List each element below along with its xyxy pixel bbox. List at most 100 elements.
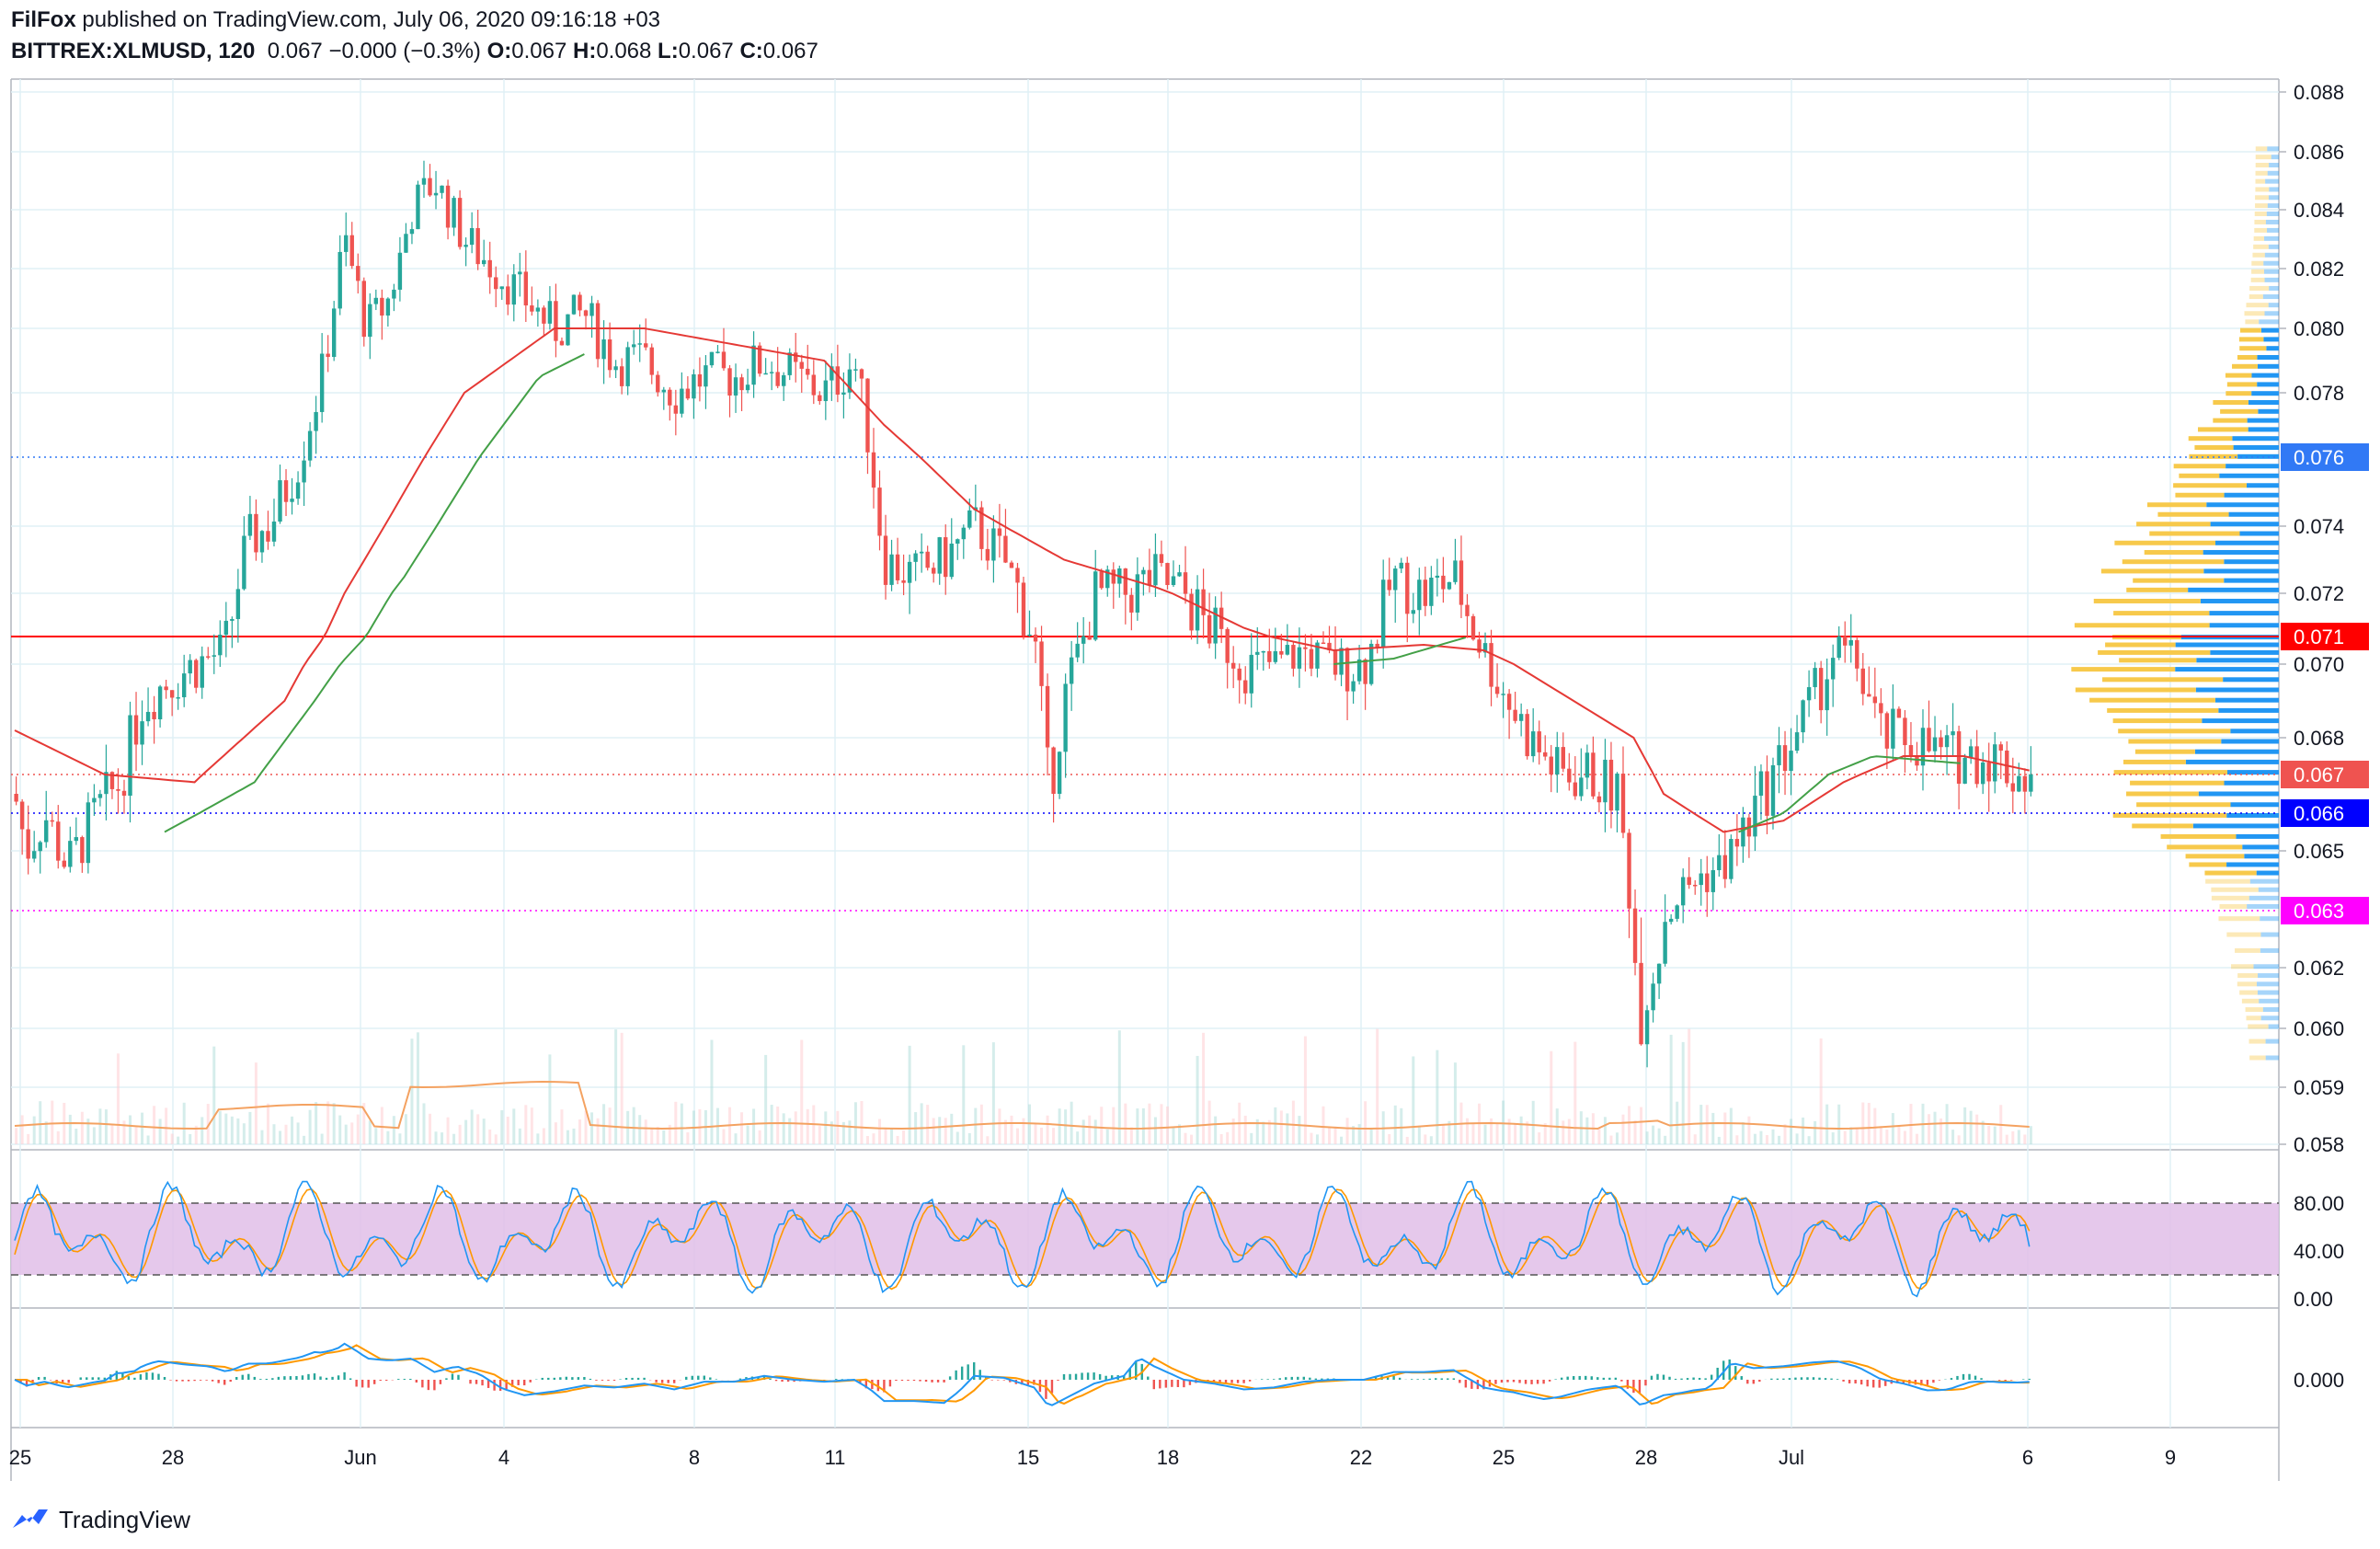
candle-body xyxy=(835,366,841,395)
volume-bar xyxy=(80,1111,84,1144)
macd-histogram-bar xyxy=(577,1377,580,1380)
macd-histogram-bar xyxy=(1788,1378,1791,1380)
macd-histogram-bar xyxy=(1938,1380,1941,1381)
candle-body xyxy=(979,507,984,549)
macd-histogram-bar xyxy=(673,1380,676,1383)
macd-histogram-bar xyxy=(1447,1378,1449,1380)
macd-histogram-bar xyxy=(1632,1380,1635,1394)
volume-bar xyxy=(194,1125,198,1144)
low-value: 0.067 xyxy=(678,39,734,63)
time-axis[interactable]: 25 28 Jun 4 8 11 15 18 22 25 28 Jul 6 9 xyxy=(9,1446,2176,1469)
macd-histogram-bar xyxy=(1824,1378,1827,1380)
volume-bar xyxy=(380,1107,383,1144)
volume-bar xyxy=(1573,1041,1577,1144)
tradingview-logo-icon[interactable] xyxy=(11,1506,51,1533)
macd-histogram-bar xyxy=(145,1372,148,1380)
profile-bar-up xyxy=(2267,203,2279,209)
volume-bar xyxy=(2011,1130,2015,1144)
profile-bar-down xyxy=(2126,587,2189,592)
candle-body xyxy=(944,537,948,578)
macd-histogram-bar xyxy=(643,1377,646,1380)
macd-histogram-bar xyxy=(685,1376,688,1380)
volume-bar xyxy=(1393,1105,1397,1144)
volume-bar xyxy=(1585,1117,1589,1144)
candle-body xyxy=(212,655,216,657)
macd-histogram-bar xyxy=(1093,1372,1095,1380)
macd-histogram-bar xyxy=(1692,1377,1695,1380)
candle-body xyxy=(1986,762,1991,782)
profile-bar-up xyxy=(2185,759,2279,764)
volume-bar xyxy=(560,1109,564,1144)
volume-bar xyxy=(614,1029,618,1144)
candle-body xyxy=(1009,562,1014,568)
macd-histogram-bar xyxy=(289,1376,292,1380)
macd-histogram-bar xyxy=(277,1376,280,1380)
macd-histogram-bar xyxy=(1608,1377,1611,1380)
price-tick-label: 0.088 xyxy=(2294,81,2344,104)
macd-histogram-bar xyxy=(1128,1368,1131,1380)
candle-body xyxy=(440,185,444,193)
volume-bar xyxy=(44,1121,48,1144)
candle-body xyxy=(1848,639,1853,646)
macd-histogram-bar xyxy=(498,1380,502,1391)
profile-bar-up xyxy=(2230,729,2279,734)
volume-bar xyxy=(1424,1134,1427,1144)
volume-bar xyxy=(1184,1132,1187,1144)
author-name[interactable]: FilFox xyxy=(11,7,76,32)
candle-body xyxy=(223,620,229,636)
volume-bar xyxy=(1783,1124,1787,1144)
publish-line: FilFox published on TradingView.com, Jul… xyxy=(11,7,660,33)
macd-histogram-bar xyxy=(1062,1374,1066,1380)
candle-body xyxy=(1129,594,1134,613)
macd-histogram-bar xyxy=(883,1380,886,1393)
candle-body xyxy=(685,388,691,399)
profile-bar-up xyxy=(2267,146,2279,152)
macd-histogram-bar xyxy=(1859,1380,1863,1385)
macd-histogram-bar xyxy=(1081,1372,1083,1380)
macd-histogram-bar xyxy=(559,1377,562,1380)
volume-bar xyxy=(1243,1115,1247,1144)
macd-histogram-bar xyxy=(1536,1380,1539,1384)
price-labels: 0.076 0.071 0.067 0.066 0.063 xyxy=(2281,443,2369,924)
macd-histogram-bar xyxy=(612,1380,616,1381)
volume-bar xyxy=(1076,1131,1080,1144)
profile-bar-down xyxy=(2100,568,2204,574)
profile-bar-up xyxy=(2256,870,2279,876)
volume-bar xyxy=(1447,1120,1451,1144)
macd-histogram-bar xyxy=(1242,1380,1245,1383)
macd-histogram-bar xyxy=(1566,1376,1569,1380)
volume-bar xyxy=(266,1103,269,1144)
candle-body xyxy=(1363,659,1367,684)
candle-body xyxy=(1177,572,1182,577)
profile-bar-down xyxy=(2220,408,2259,414)
moving-average-line xyxy=(14,327,2030,833)
candle-body xyxy=(1189,593,1194,631)
macd-histogram-bar xyxy=(1530,1380,1533,1384)
tradingview-brand[interactable]: TradingView xyxy=(59,1505,191,1533)
macd-histogram-bar xyxy=(343,1371,346,1380)
candle-body xyxy=(1237,668,1241,681)
profile-bar-down xyxy=(2093,598,2201,603)
candle-body xyxy=(715,351,720,353)
candle-body xyxy=(806,368,810,375)
volume-bar xyxy=(320,1133,324,1144)
macd-histogram-bar xyxy=(1878,1380,1881,1388)
volume-bar xyxy=(1519,1116,1523,1144)
volume-bar xyxy=(1310,1132,1313,1144)
open-label: O: xyxy=(486,39,512,63)
price-axis[interactable]: 0.088 0.086 0.084 0.082 0.080 0.078 0.074 0.072… xyxy=(2279,81,2344,1392)
stoch-tick-label: 80.00 xyxy=(2294,1192,2344,1215)
volume-bar xyxy=(1628,1106,1631,1144)
volume-bar xyxy=(452,1133,456,1144)
profile-bar-down xyxy=(2253,244,2269,249)
macd-histogram-bar xyxy=(445,1378,448,1380)
volume-bar xyxy=(1831,1132,1835,1144)
macd-histogram-bar xyxy=(1602,1377,1605,1380)
candle-body xyxy=(1585,752,1590,778)
candle-body xyxy=(1663,922,1667,964)
time-tick-label: 28 xyxy=(1635,1446,1657,1469)
macd-histogram-bar xyxy=(1452,1378,1455,1380)
volume-bar xyxy=(476,1114,480,1144)
price-label-badge xyxy=(2281,443,2369,471)
